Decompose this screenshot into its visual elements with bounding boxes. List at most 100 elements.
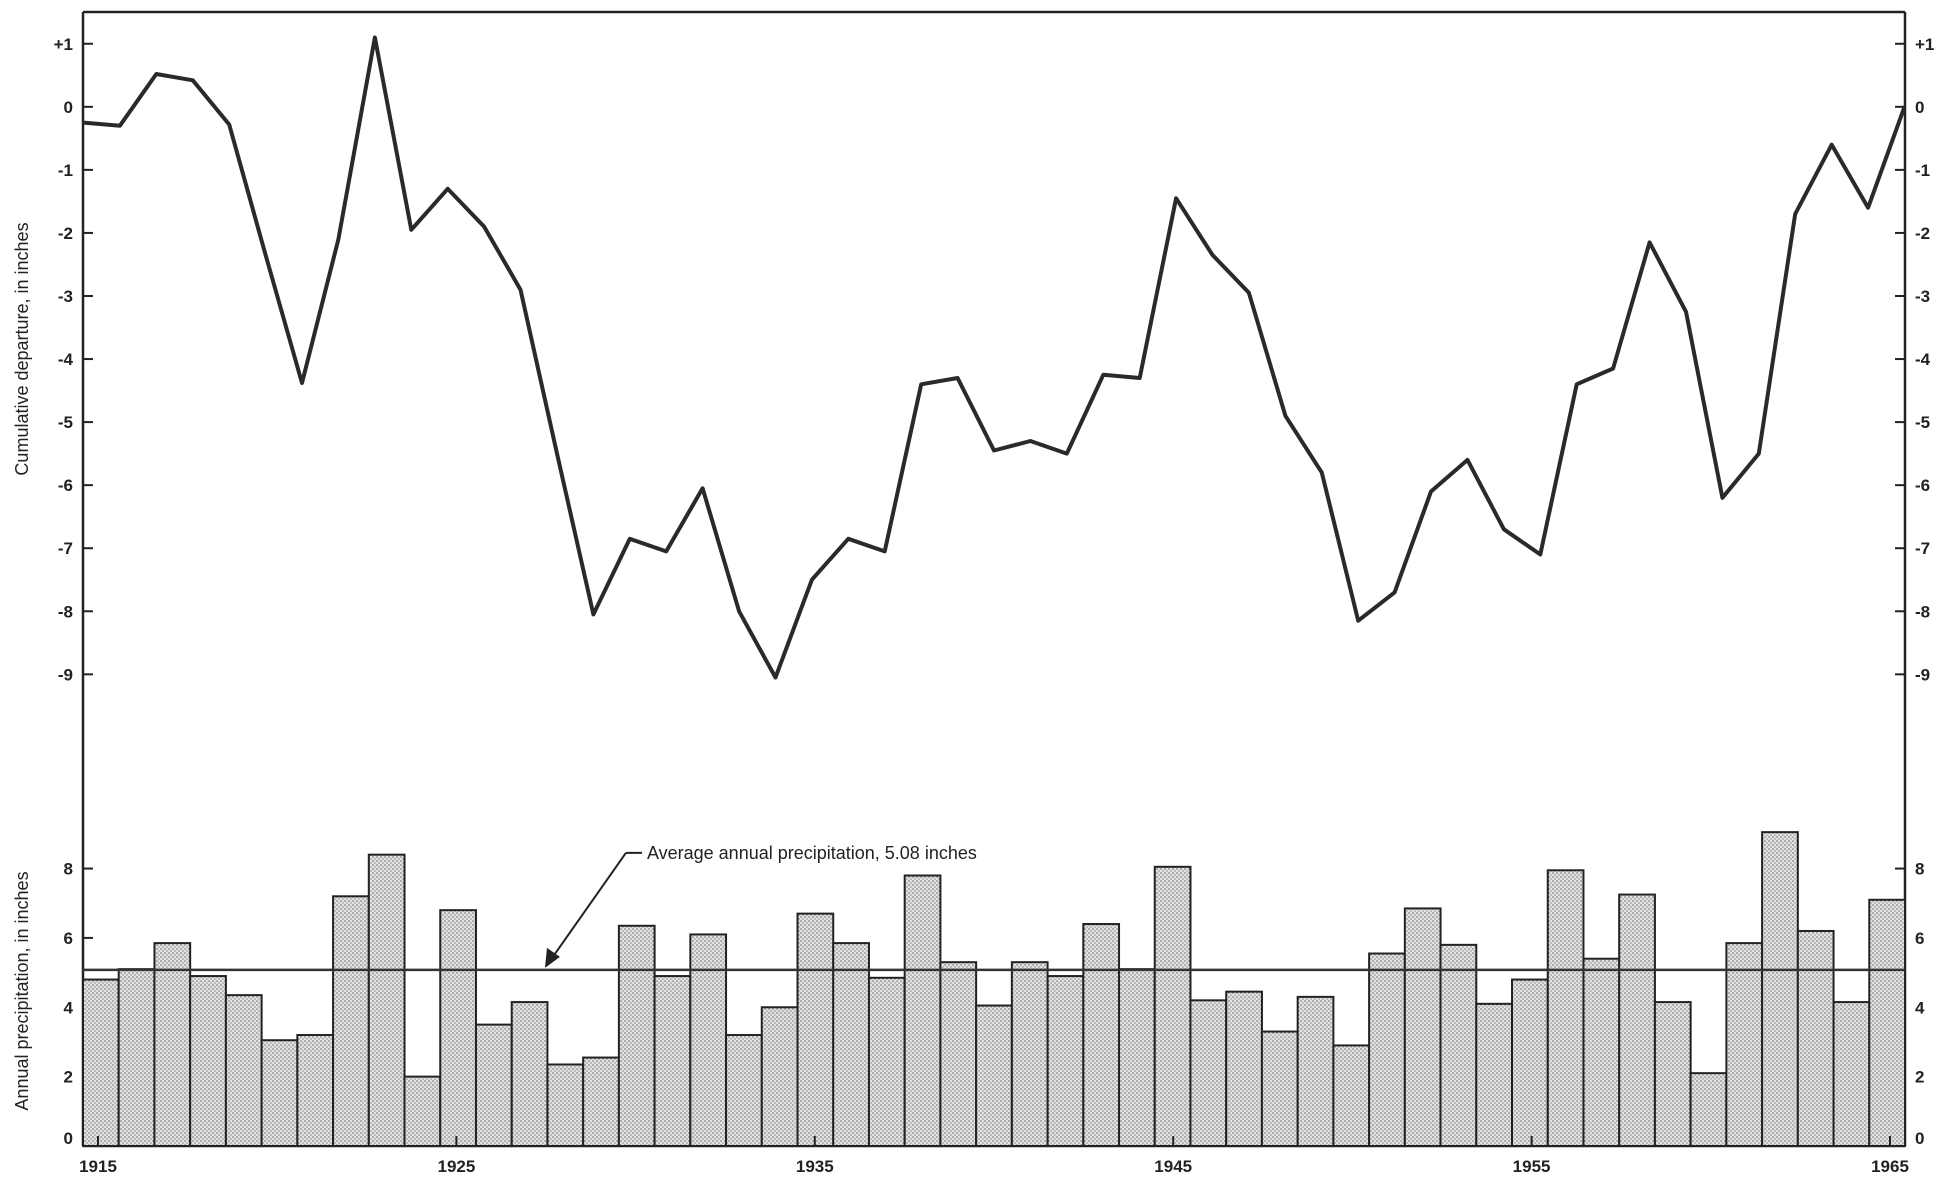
departure-tick-label-left: -9 xyxy=(58,665,73,684)
departure-point-1960 xyxy=(1720,496,1724,500)
precip-bar-1954 xyxy=(1475,1002,1514,1148)
precip-tick-label-left: 2 xyxy=(64,1068,73,1087)
precip-bar-1940 xyxy=(975,1004,1013,1147)
departure-point-1926 xyxy=(482,225,486,229)
precip-bar-1936 xyxy=(832,942,870,1147)
precip-bar-1930 xyxy=(617,924,656,1148)
average-line-group: Average annual precipitation, 5.08 inche… xyxy=(83,843,1905,972)
departure-tick-label-left: -6 xyxy=(58,476,73,495)
precip-bar-1935 xyxy=(796,912,835,1148)
precip-bar-1937 xyxy=(867,976,906,1147)
precip-bar-1938 xyxy=(903,874,942,1148)
x-tick-label-1935: 1935 xyxy=(796,1157,834,1176)
departure-point-1965 xyxy=(1903,105,1906,109)
departure-point-1943 xyxy=(1101,373,1105,377)
precip-bar-1931 xyxy=(653,975,692,1148)
departure-point-1930 xyxy=(628,537,632,541)
departure-tick-label-left: 0 xyxy=(64,98,73,117)
departure-tick-label-right: -1 xyxy=(1915,161,1930,180)
departure-point-1957 xyxy=(1611,367,1615,371)
departure-point-1919 xyxy=(227,122,231,126)
precip-bar-1929 xyxy=(582,1056,620,1148)
precip-bar-1952 xyxy=(1403,907,1442,1147)
precip-tick-label-right: 2 xyxy=(1915,1068,1924,1087)
precip-bar-1941 xyxy=(1010,961,1049,1147)
departure-point-1946 xyxy=(1211,253,1215,257)
precip-bar-1957 xyxy=(1582,957,1621,1147)
departure-tick-label-left: -7 xyxy=(58,539,73,558)
precip-bar-1923 xyxy=(367,853,406,1147)
precip-bar-1959 xyxy=(1653,1001,1692,1147)
departure-tick-label-right: -5 xyxy=(1915,413,1930,432)
precip-bar-1951 xyxy=(1368,952,1406,1148)
departure-point-1952 xyxy=(1429,489,1433,493)
precip-tick-label-left: 0 xyxy=(64,1129,73,1148)
departure-point-1945 xyxy=(1174,196,1178,200)
axis-titles: Cumulative departure, in inches Annual pr… xyxy=(12,222,32,1110)
precip-bar-1950 xyxy=(1332,1044,1371,1148)
departure-point-1942 xyxy=(1065,452,1069,456)
departure-point-1962 xyxy=(1793,212,1797,216)
departure-tick-label-right: -9 xyxy=(1915,665,1930,684)
precip-bar-1958 xyxy=(1618,893,1656,1148)
departure-point-1944 xyxy=(1138,376,1142,380)
precip-bar-1918 xyxy=(189,975,227,1148)
departure-axis-title: Cumulative departure, in inches xyxy=(12,222,32,475)
precip-bar-1965 xyxy=(1868,898,1907,1147)
departure-point-1924 xyxy=(409,228,413,232)
departure-point-1931 xyxy=(664,549,668,553)
departure-tick-label-right: 0 xyxy=(1915,98,1924,117)
precip-bar-1962 xyxy=(1761,831,1799,1147)
precip-tick-label-left: 4 xyxy=(64,998,74,1017)
precip-bar-1944 xyxy=(1118,968,1156,1148)
departure-point-1934 xyxy=(773,675,777,679)
precip-bar-1920 xyxy=(260,1039,299,1147)
departure-point-1915 xyxy=(82,121,85,125)
x-axis: 1915 1925 1935 1945 1955 1965 xyxy=(79,1136,1909,1176)
departure-tick-label-right: -3 xyxy=(1915,287,1930,306)
departure-line xyxy=(83,35,1907,680)
departure-point-1933 xyxy=(737,609,741,613)
precip-bar-1943 xyxy=(1082,923,1121,1147)
precip-bar-1928 xyxy=(546,1063,585,1147)
departure-point-1937 xyxy=(883,549,887,553)
departure-tick-label-left: -4 xyxy=(58,350,74,369)
departure-point-1923 xyxy=(373,35,377,39)
departure-point-1917 xyxy=(154,72,158,76)
departure-tick-label-right: -6 xyxy=(1915,476,1930,495)
departure-point-1921 xyxy=(300,381,304,385)
precip-bar-1917 xyxy=(153,942,192,1147)
departure-point-1940 xyxy=(992,448,996,452)
precip-bar-1939 xyxy=(939,961,978,1147)
precip-bar-1925 xyxy=(439,909,477,1148)
departure-point-1929 xyxy=(591,612,595,616)
departure-point-1954 xyxy=(1502,527,1506,531)
departure-point-1925 xyxy=(446,187,450,191)
precip-bar-1949 xyxy=(1296,995,1335,1147)
departure-tick-label-right: -8 xyxy=(1915,602,1930,621)
departure-tick-label-right: -7 xyxy=(1915,539,1930,558)
precip-bar-1927 xyxy=(510,1001,549,1147)
departure-tick-label-left: -5 xyxy=(58,413,73,432)
precip-bar-1953 xyxy=(1439,943,1478,1148)
precip-bar-1921 xyxy=(296,1034,335,1147)
departure-tick-label-left: -2 xyxy=(58,224,73,243)
departure-tick-label-left: -1 xyxy=(58,161,73,180)
departure-point-1961 xyxy=(1757,452,1761,456)
departure-point-1955 xyxy=(1538,553,1542,557)
x-tick-label-1915: 1915 xyxy=(79,1157,117,1176)
departure-tick-label-left: -3 xyxy=(58,287,73,306)
average-arrow-shaft xyxy=(547,852,627,965)
departure-point-1951 xyxy=(1393,590,1397,594)
precip-axis-title: Annual precipitation, in inches xyxy=(12,871,32,1110)
precip-bar-1947 xyxy=(1225,990,1263,1148)
departure-point-1959 xyxy=(1684,310,1688,314)
departure-point-1916 xyxy=(118,124,122,128)
departure-point-1922 xyxy=(336,237,340,241)
departure-point-1948 xyxy=(1283,414,1287,418)
precip-bar-1945 xyxy=(1153,865,1192,1147)
departure-point-1918 xyxy=(191,78,195,82)
precip-bar-1963 xyxy=(1796,929,1835,1147)
departure-point-1964 xyxy=(1866,206,1870,210)
